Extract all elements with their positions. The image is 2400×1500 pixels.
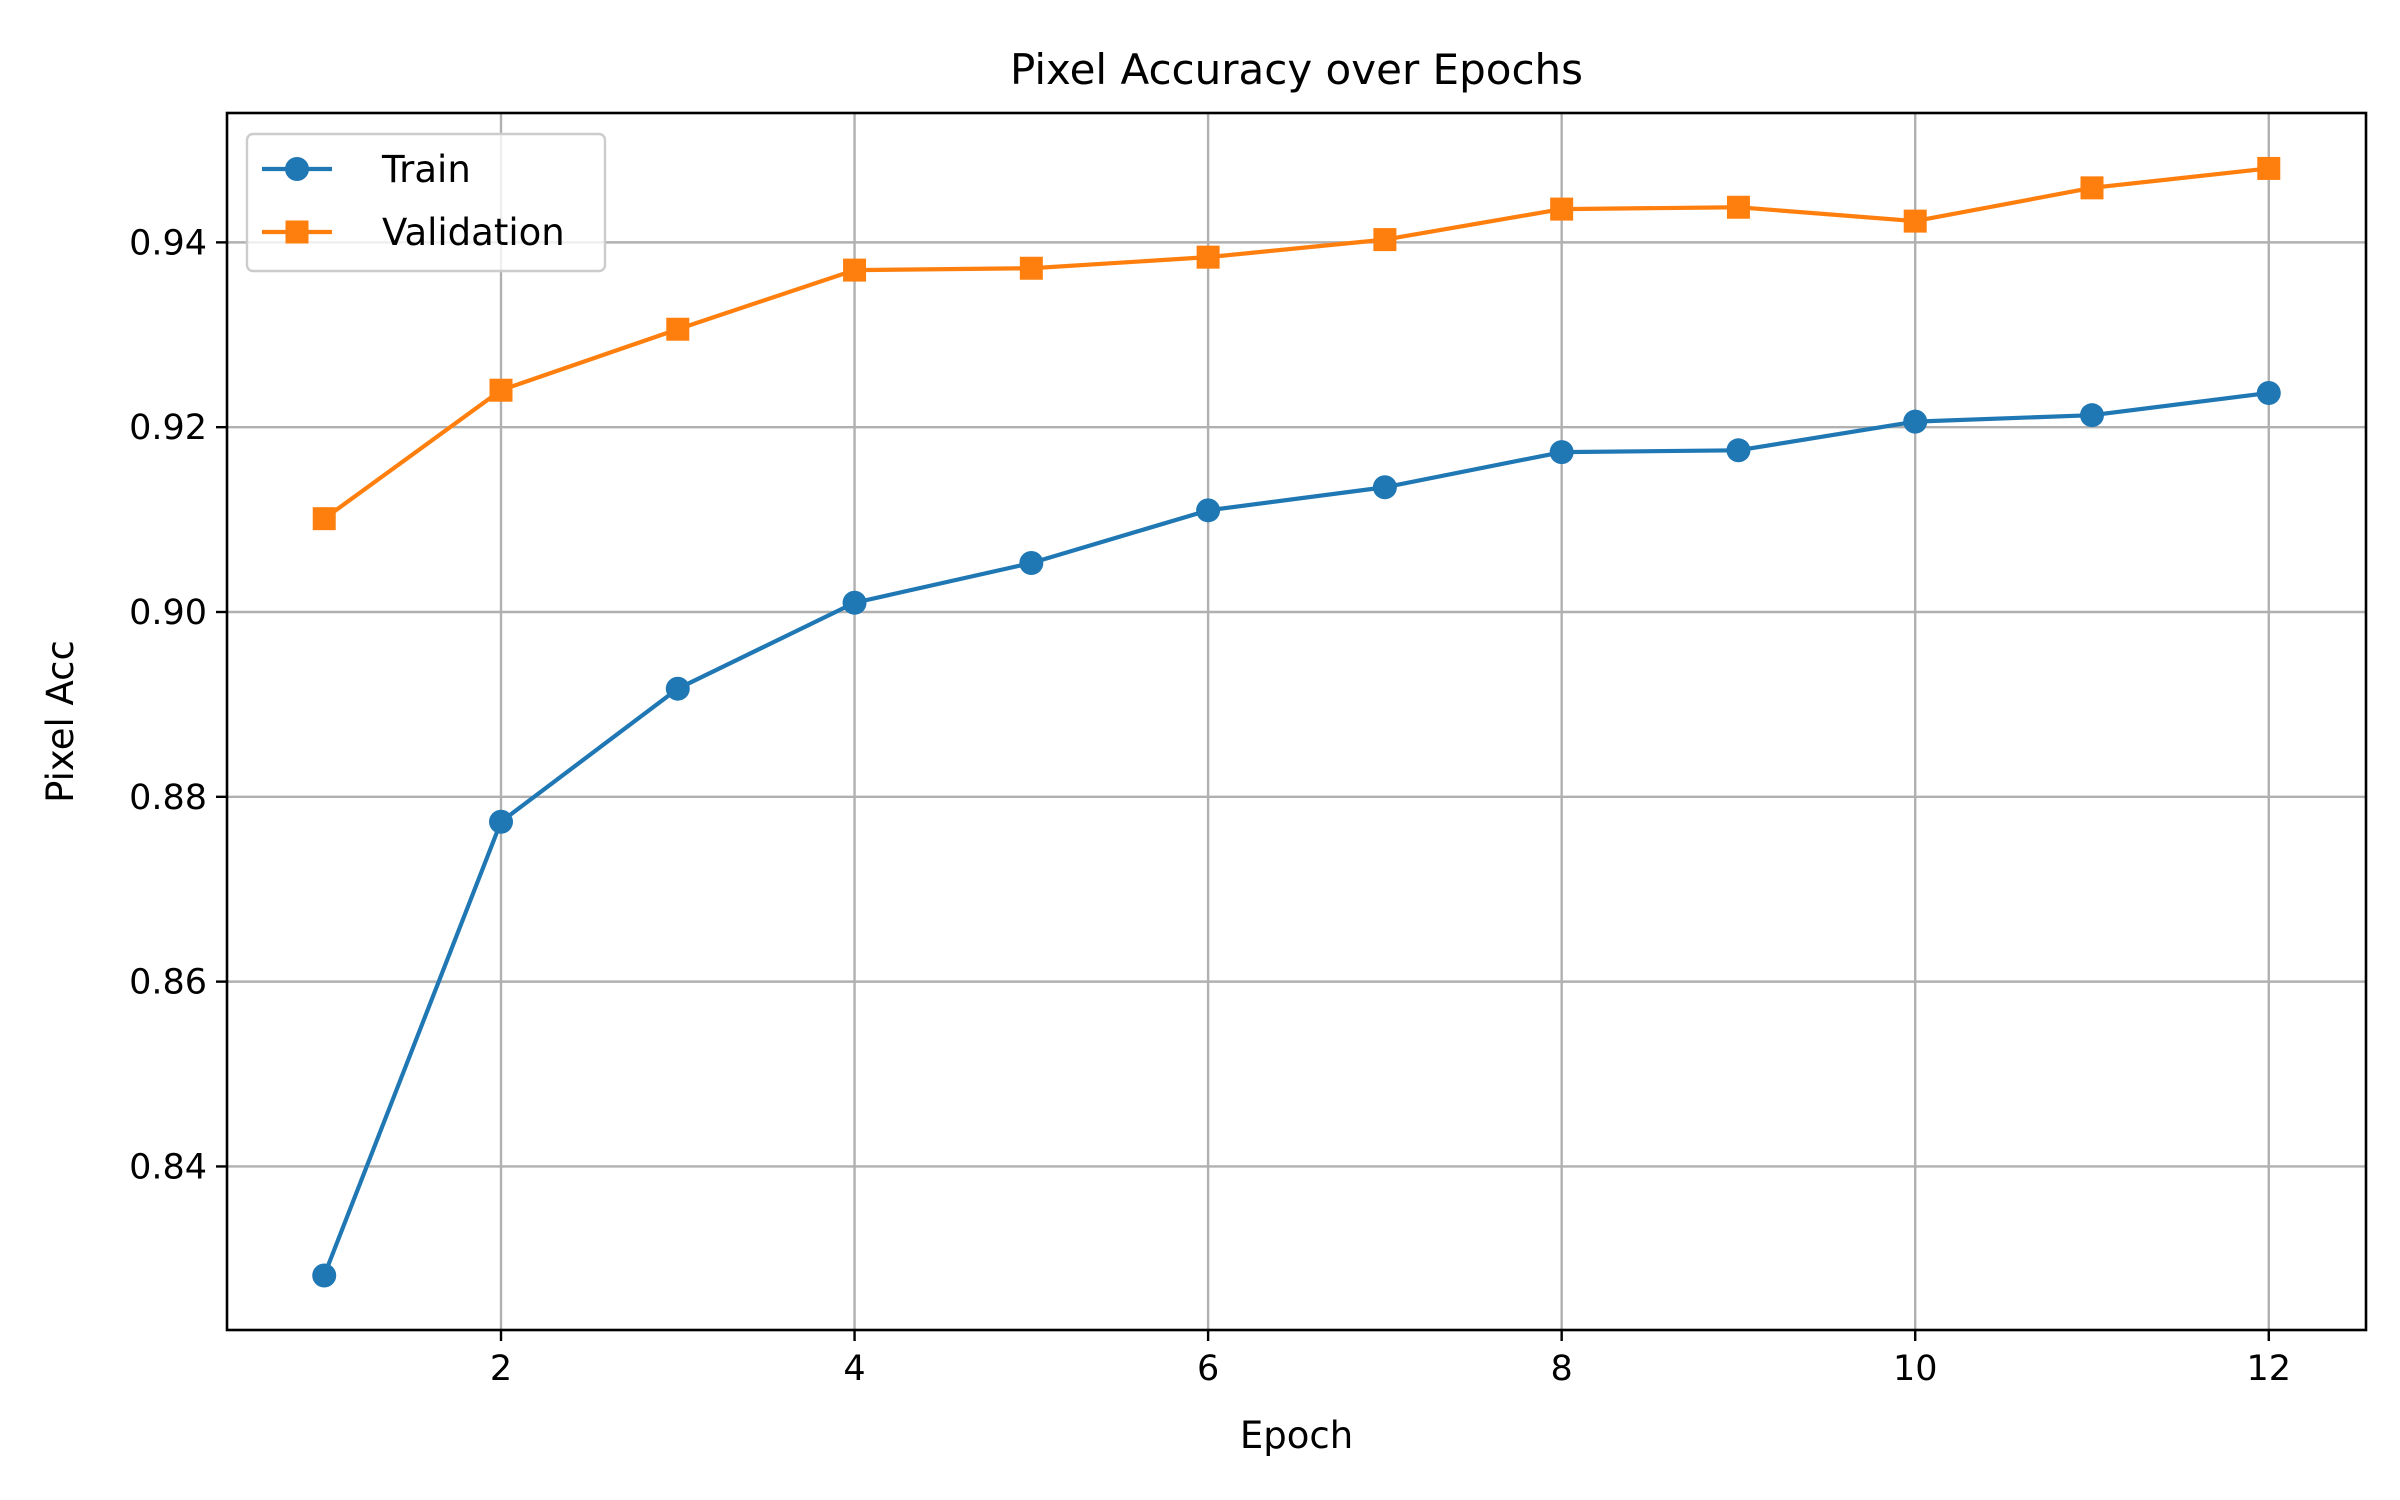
x-tick-label: 12: [2246, 1349, 2291, 1389]
data-point-train: [2256, 380, 2281, 405]
legend-label: Train: [381, 148, 471, 191]
plot-frame: [225, 111, 2368, 1332]
data-point-validation: [2257, 156, 2281, 180]
data-point-validation: [2080, 176, 2104, 200]
x-tick-label: 8: [1551, 1349, 1573, 1389]
x-axis-label: Epoch: [1240, 1414, 1353, 1457]
data-series: [312, 156, 2281, 1288]
data-point-train: [1196, 498, 1221, 523]
series-line-validation: [321, 166, 2272, 522]
x-tick-label: 2: [490, 1349, 512, 1389]
chart-title: Pixel Accuracy over Epochs: [1010, 45, 1583, 94]
data-point-validation: [1019, 256, 1043, 280]
data-point-validation: [1196, 245, 1220, 269]
y-tick-label: 0.86: [129, 963, 207, 1003]
y-axis-label: Pixel Acc: [39, 640, 82, 803]
y-tick-label: 0.90: [129, 593, 207, 633]
series-train: [312, 380, 2281, 1288]
data-point-train: [1019, 551, 1044, 576]
y-tick-label: 0.94: [129, 223, 207, 263]
legend-marker: [285, 157, 309, 181]
y-tick-label: 0.92: [129, 408, 207, 448]
legend-label: Validation: [382, 211, 565, 254]
data-point-validation: [1726, 195, 1750, 219]
x-tick-label: 10: [1893, 1349, 1938, 1389]
data-point-validation: [843, 258, 867, 282]
data-point-validation: [489, 378, 513, 402]
legend: Train Validation: [245, 132, 607, 273]
axis-ticks: 2 4 6 8 10 12 0.84 0.86 0.88 0.90 0.92 0.94: [129, 223, 2291, 1389]
legend-box: [245, 132, 607, 273]
data-point-train: [1726, 438, 1751, 463]
legend-marker: [285, 220, 309, 244]
data-point-validation: [1373, 228, 1397, 252]
data-point-train: [2079, 403, 2104, 428]
data-point-train: [312, 1263, 337, 1288]
data-point-train: [1903, 409, 1928, 434]
data-point-train: [665, 676, 690, 701]
data-point-validation: [666, 317, 690, 341]
gridlines: [227, 113, 2366, 1330]
x-tick-label: 4: [843, 1349, 865, 1389]
data-point-validation: [1550, 197, 1574, 221]
data-point-train: [1372, 475, 1397, 500]
data-point-train: [1549, 440, 1574, 465]
y-tick-label: 0.84: [129, 1147, 207, 1187]
series-line-train: [321, 390, 2272, 1279]
data-point-train: [489, 809, 514, 834]
x-tick-label: 6: [1197, 1349, 1219, 1389]
data-point-validation: [312, 507, 336, 531]
data-point-validation: [1903, 209, 1927, 233]
legend-item-train: Train: [262, 148, 471, 191]
legend-item-validation: Validation: [262, 211, 565, 254]
data-point-train: [842, 590, 867, 615]
y-tick-label: 0.88: [129, 778, 207, 818]
series-validation: [312, 156, 2281, 531]
